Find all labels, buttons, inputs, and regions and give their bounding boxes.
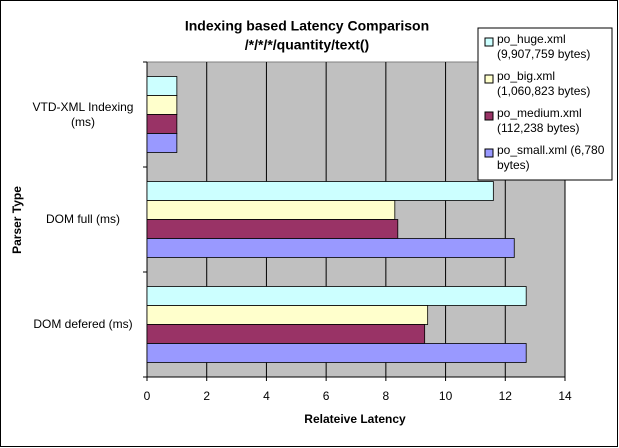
legend-swatch [484, 37, 494, 47]
bar [146, 95, 178, 115]
legend-label: po_medium.xml (112,238 bytes) [497, 106, 582, 135]
x-tick-label: 12 [499, 389, 513, 403]
legend-label: po_big.xml (1,060,823 bytes) [497, 69, 591, 98]
bar [146, 238, 515, 258]
chart-title: Indexing based Latency Comparison [185, 18, 429, 34]
bar [146, 305, 429, 325]
x-axis-label: Relateive Latency [304, 412, 406, 426]
bar [146, 343, 527, 363]
y-axis-label: Parser Type [10, 186, 24, 254]
bar [146, 324, 426, 344]
bar [146, 286, 527, 306]
y-tick-label: DOM defered (ms) [33, 317, 133, 331]
legend-label: po_huge.xml (9,907,759 bytes) [497, 32, 591, 61]
y-tick-label: DOM full (ms) [46, 212, 120, 226]
x-tick-label: 6 [323, 389, 330, 403]
bar [146, 219, 399, 239]
legend-label: po_small.xml (6,780 bytes) [497, 143, 605, 172]
legend-swatch [484, 111, 494, 121]
x-tick-label: 14 [558, 389, 572, 403]
x-tick-label: 0 [144, 389, 151, 403]
x-tick-label: 10 [439, 389, 453, 403]
legend-swatch [484, 74, 494, 84]
bar [146, 200, 396, 220]
legend-box [477, 27, 613, 181]
bar [146, 133, 178, 153]
chart-subtitle: /*/*/*/quantity/text() [245, 37, 369, 53]
x-tick-label: 4 [263, 389, 270, 403]
bar [146, 76, 178, 96]
bar [146, 114, 178, 134]
bar [146, 181, 494, 201]
x-tick-label: 2 [203, 389, 210, 403]
legend-swatch [484, 148, 494, 158]
x-tick-label: 8 [383, 389, 390, 403]
y-tick-label: VTD-XML Indexing (ms) [32, 99, 134, 129]
